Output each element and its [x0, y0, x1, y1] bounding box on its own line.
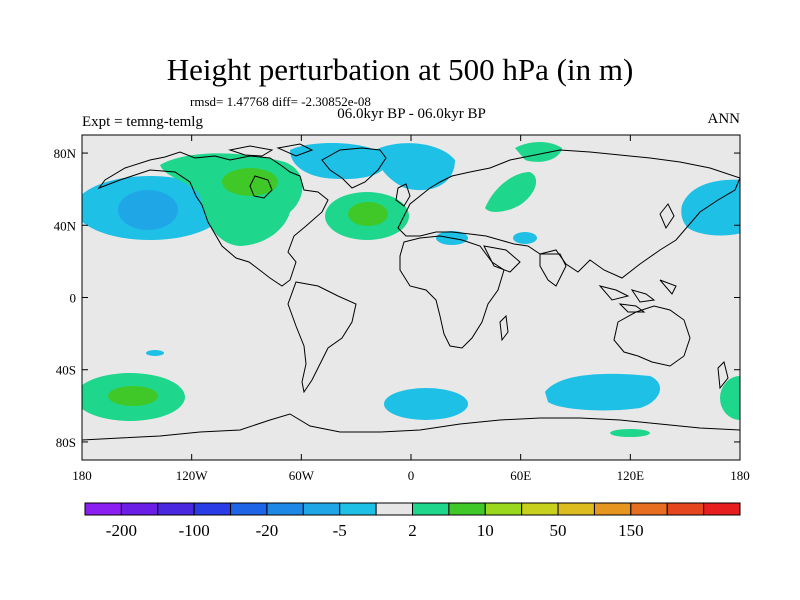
arctic-canada-negative	[290, 143, 387, 180]
africa-coast	[399, 235, 505, 349]
colorbar-swatch	[375, 502, 414, 516]
stats-line: rmsd= 1.47768 diff= -2.30852e-08	[190, 94, 371, 109]
india-coast	[539, 253, 567, 287]
colorbar-swatch	[448, 502, 486, 516]
colorbar-swatch	[339, 502, 377, 516]
small-negative-pacific	[146, 350, 164, 356]
arabia-coast	[483, 245, 521, 273]
colorbar-swatch	[230, 502, 268, 516]
hudson-bay-positive-core	[222, 168, 278, 196]
lon-tick-label: 120E	[617, 468, 645, 483]
colorbar	[84, 502, 741, 516]
colorbar-swatch	[703, 502, 741, 516]
tick-marks	[81, 135, 741, 460]
uk-coast	[395, 183, 411, 207]
colorbar-swatch	[557, 502, 595, 516]
colorbar-swatch	[84, 502, 122, 516]
south-pacific-positive-core	[108, 386, 158, 406]
colorbar-swatch	[484, 502, 523, 516]
coastlines	[82, 143, 740, 441]
tick-labels: 180 120W 60W 0 60E 120E 180 80N 40N 0 40S 80S	[54, 146, 750, 483]
colorbar-swatch	[266, 502, 304, 516]
japan-coast	[659, 203, 675, 230]
new-zealand-coast	[717, 361, 729, 390]
north-america-coast	[97, 151, 329, 287]
colorbar-swatch	[302, 502, 341, 516]
north-atlantic-positive-core	[348, 202, 388, 226]
anomaly-fields	[82, 142, 740, 437]
antarctic-positive	[610, 429, 650, 437]
colorbar-label: -200	[106, 521, 137, 540]
australia-coast	[613, 305, 691, 367]
southeast-asia-islands	[598, 279, 677, 313]
indian-ocean-negative	[545, 373, 661, 411]
experiment-label: Expt = temng-temlg	[82, 114, 203, 130]
lat-tick-label: 0	[70, 291, 77, 306]
lon-tick-label: 180	[730, 468, 750, 483]
colorbar-swatch	[521, 502, 559, 516]
lon-tick-label: 120W	[176, 468, 209, 483]
east-pacific-positive	[720, 376, 740, 420]
colorbar-swatch	[593, 502, 632, 516]
colorbar-swatch	[666, 502, 705, 516]
antarctica-coast	[82, 413, 740, 441]
colorbar-swatch	[412, 502, 450, 516]
middle-east-negative	[513, 232, 537, 244]
lat-tick-label: 80S	[56, 435, 76, 450]
arctic-islands-coast	[228, 143, 314, 157]
lat-tick-label: 40N	[54, 218, 77, 233]
east-asia-negative	[681, 179, 740, 236]
colorbar-swatch	[120, 502, 159, 516]
north-pacific-negative-core	[118, 190, 178, 230]
map-title: Height perturbation at 500 hPa (in m)	[166, 52, 634, 87]
colorbar-label: -100	[179, 521, 210, 540]
colorbar-label: -20	[256, 521, 279, 540]
europe-positive	[485, 172, 537, 212]
lon-tick-label: 60E	[510, 468, 531, 483]
south-atlantic-negative	[384, 388, 468, 420]
colorbar-swatch	[630, 502, 668, 516]
south-america-coast	[287, 281, 357, 394]
lon-tick-label: 60W	[289, 468, 315, 483]
greenland-coast	[321, 147, 387, 189]
period-line: 06.0kyr BP - 06.0kyr BP	[337, 106, 486, 122]
eurasia-coast	[397, 149, 740, 279]
colorbar-label: 10	[477, 521, 494, 540]
season-label: ANN	[707, 111, 741, 127]
colorbar-label: 50	[550, 521, 567, 540]
lat-tick-label: 80N	[54, 146, 77, 161]
madagascar-coast	[499, 314, 509, 342]
colorbar-label: -5	[333, 521, 347, 540]
scandinavia-negative	[375, 143, 455, 191]
colorbar-swatch	[193, 502, 232, 516]
lon-tick-label: 0	[408, 468, 415, 483]
lat-tick-label: 40S	[56, 363, 76, 378]
lon-tick-label: 180	[72, 468, 92, 483]
colorbar-label: 150	[618, 521, 644, 540]
colorbar-label: 2	[408, 521, 417, 540]
hudson-bay-coast	[249, 175, 273, 199]
colorbar-swatch	[157, 502, 195, 516]
colorbar-labels: -200 -100 -20 -5 2 10 50 150	[106, 521, 644, 540]
